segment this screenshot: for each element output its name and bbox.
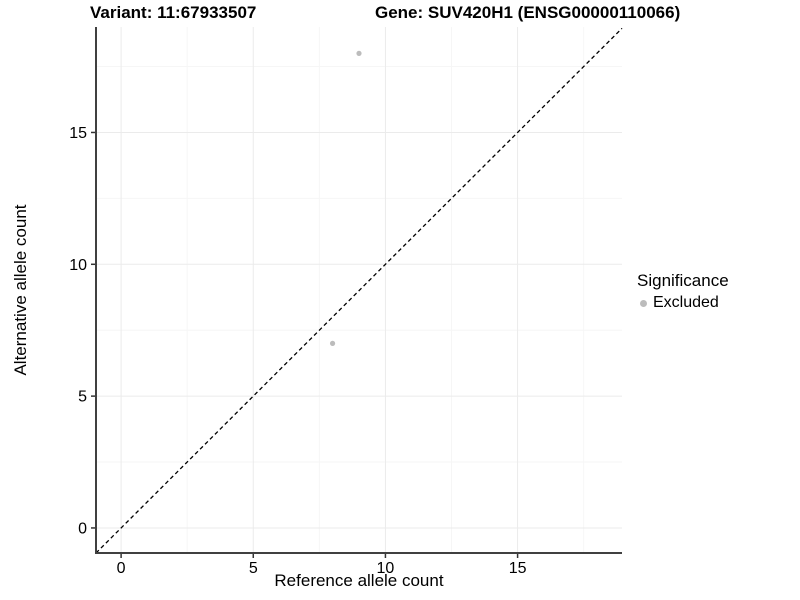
plot-title-gene: Gene: SUV420H1 (ENSG00000110066)	[375, 3, 681, 22]
x-tick-label: 10	[377, 560, 395, 577]
y-axis-title: Alternative allele count	[11, 204, 30, 376]
x-tick-label: 0	[117, 560, 126, 577]
data-point	[356, 50, 362, 56]
y-tick-label: 0	[78, 520, 87, 537]
x-axis-title: Reference allele count	[274, 571, 444, 590]
legend: Significance Excluded	[637, 271, 729, 312]
y-tick-label: 5	[78, 389, 87, 406]
legend-item-label: Excluded	[653, 294, 719, 311]
legend-dot-icon	[640, 299, 647, 307]
legend-title: Significance	[637, 271, 729, 290]
identity-dashed-line	[95, 27, 623, 554]
y-tick-label: 15	[69, 125, 87, 142]
legend-item-excluded: Excluded	[637, 294, 729, 312]
x-tick-label: 5	[249, 560, 258, 577]
y-tick-label: 10	[69, 257, 87, 274]
plot-title-variant: Variant: 11:67933507	[90, 3, 257, 22]
x-tick-label: 15	[509, 560, 527, 577]
data-point	[329, 340, 336, 346]
